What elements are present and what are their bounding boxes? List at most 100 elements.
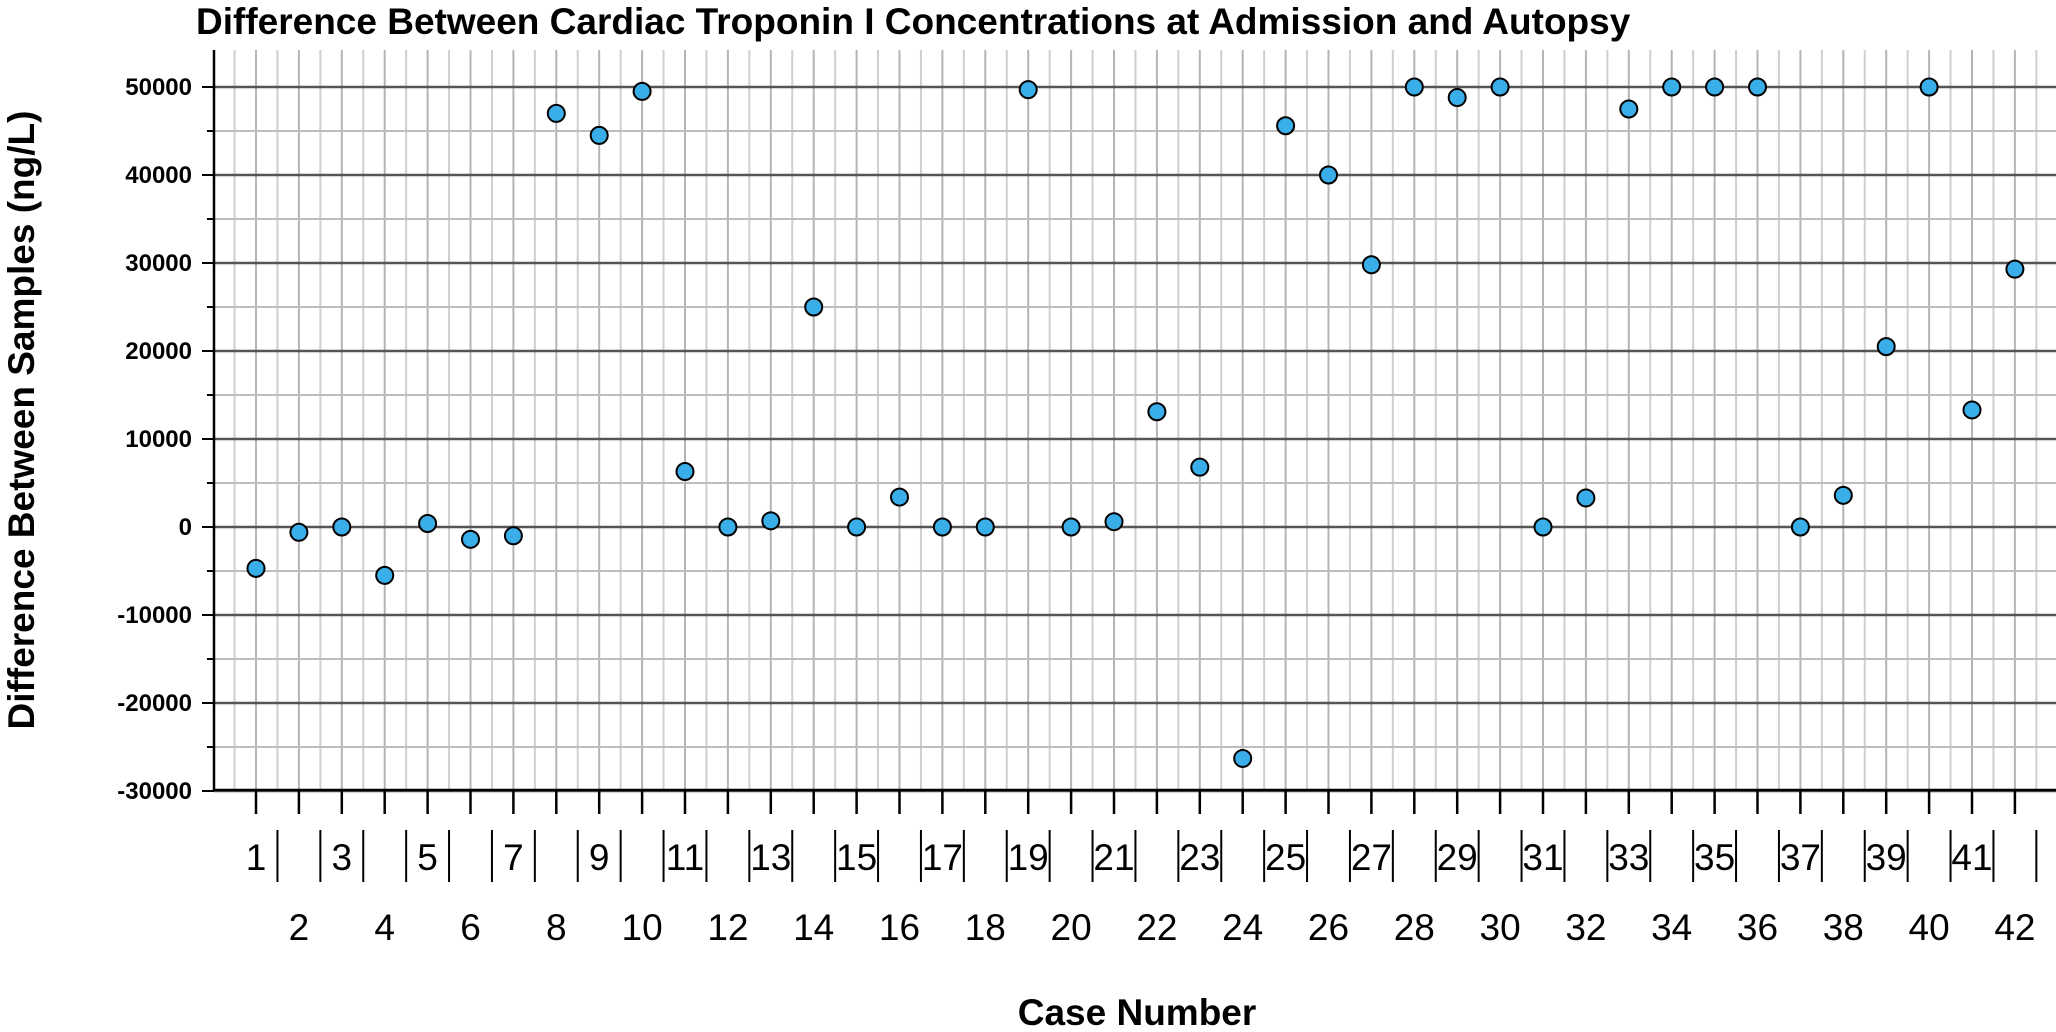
y-axis-label: Difference Between Samples (ng/L) [1, 111, 42, 730]
data-point [2005, 259, 2025, 279]
x-tick-label: 5 [417, 837, 438, 878]
y-tick-label: 30000 [125, 250, 192, 277]
y-tick-label: 50000 [125, 74, 192, 101]
x-tick-label: 26 [1308, 907, 1349, 948]
x-tick-label: 28 [1394, 907, 1435, 948]
data-point [289, 522, 309, 542]
x-tick-label: 15 [836, 837, 877, 878]
axes [202, 50, 2056, 882]
x-tick-label: 23 [1179, 837, 1220, 878]
x-tick-label: 32 [1565, 907, 1606, 948]
y-tick-label: -10000 [117, 602, 192, 629]
grid-lines [214, 50, 2056, 793]
x-tick-label: 24 [1222, 907, 1263, 948]
x-tick-label: 29 [1437, 837, 1478, 878]
chart-title: Difference Between Cardiac Troponin I Co… [196, 1, 1631, 42]
x-tick-label: 30 [1480, 907, 1521, 948]
data-point [847, 517, 867, 537]
data-point [1361, 255, 1381, 275]
data-point [1190, 457, 1210, 477]
x-axis-label: Case Number [1018, 992, 1257, 1032]
data-point [890, 487, 909, 507]
x-tick-label: 13 [750, 837, 791, 878]
x-tick-label: 4 [374, 907, 395, 948]
data-point [546, 103, 566, 123]
x-tick-label: 19 [1008, 837, 1049, 878]
data-point [1790, 517, 1810, 537]
x-tick-label: 8 [546, 907, 567, 948]
data-point [375, 565, 395, 585]
x-tick-label: 2 [289, 907, 310, 948]
data-point [975, 517, 995, 537]
x-tick-label: 34 [1651, 907, 1692, 948]
x-tick-label: 18 [965, 907, 1006, 948]
x-tick-label: 31 [1522, 837, 1563, 878]
x-tick-label: 25 [1265, 837, 1306, 878]
data-point [589, 125, 609, 145]
data-point [675, 462, 695, 482]
data-point [1962, 400, 1982, 420]
x-tick-label: 20 [1051, 907, 1092, 948]
x-tick-label: 38 [1823, 907, 1864, 948]
x-tick-label: 16 [879, 907, 920, 948]
data-point [1018, 80, 1038, 100]
data-point [332, 517, 352, 537]
data-points [246, 77, 2025, 768]
data-point [1748, 77, 1767, 97]
x-tick-label: 9 [589, 837, 610, 878]
x-tick-label: 21 [1093, 837, 1134, 878]
data-point [718, 517, 738, 537]
data-point [804, 297, 824, 317]
x-tick-label: 40 [1909, 907, 1950, 948]
data-point [1404, 77, 1424, 97]
data-point [1533, 517, 1553, 537]
x-tick-label: 37 [1780, 837, 1821, 878]
x-tick-label: 14 [793, 907, 834, 948]
y-tick-label: 40000 [125, 162, 192, 189]
data-point [1705, 77, 1725, 97]
x-tick-label: 3 [332, 837, 353, 878]
y-tick-label: -20000 [117, 690, 192, 717]
data-point [1833, 485, 1853, 505]
y-tick-label: 10000 [125, 426, 192, 453]
x-tick-label: 33 [1608, 837, 1649, 878]
data-point [1876, 337, 1896, 357]
data-point [1276, 116, 1296, 136]
data-point [1233, 748, 1253, 768]
data-point [1576, 488, 1596, 508]
data-point [418, 513, 438, 533]
y-tick-labels: 50000 40000 30000 20000 10000 0 -10000 -20000 -3… [117, 74, 192, 805]
data-point [1104, 512, 1124, 532]
y-tick-label: -30000 [117, 778, 192, 805]
x-tick-label: 27 [1351, 837, 1392, 878]
x-tick-label: 35 [1694, 837, 1735, 878]
x-tick-label: 17 [922, 837, 963, 878]
x-tick-label: 7 [503, 837, 524, 878]
data-point [932, 517, 952, 537]
x-tick-label: 42 [1994, 907, 2035, 948]
data-point [761, 511, 781, 531]
data-point [1147, 402, 1167, 422]
x-tick-label: 36 [1737, 907, 1778, 948]
data-point [1447, 88, 1467, 108]
data-point [461, 529, 480, 549]
data-point [1490, 77, 1510, 97]
data-point [632, 81, 652, 101]
x-tick-label: 6 [460, 907, 481, 948]
data-point [1319, 165, 1338, 185]
data-point [1662, 77, 1682, 97]
x-tick-label: 1 [246, 837, 267, 878]
x-tick-label: 41 [1951, 837, 1992, 878]
x-tick-label: 10 [622, 907, 663, 948]
x-tick-label: 22 [1136, 907, 1177, 948]
x-tick-label: 39 [1866, 837, 1907, 878]
data-point [246, 558, 266, 578]
y-tick-label: 0 [179, 514, 192, 541]
data-point [503, 526, 523, 546]
x-tick-label: 12 [707, 907, 748, 948]
x-tick-labels: 1234567891011121314151617181920212223242… [246, 837, 2036, 948]
data-point [1061, 517, 1081, 537]
data-point [1919, 77, 1939, 97]
data-point [1619, 99, 1639, 119]
